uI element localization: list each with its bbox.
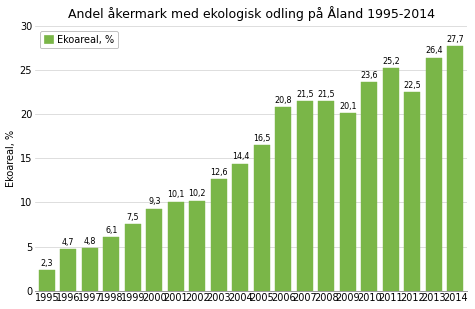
Bar <box>447 46 464 291</box>
Text: 26,4: 26,4 <box>425 46 443 55</box>
Bar <box>39 270 55 291</box>
Bar <box>146 209 162 291</box>
Bar <box>211 180 227 291</box>
Legend: Ekoareal, %: Ekoareal, % <box>40 31 118 49</box>
Bar <box>232 163 248 291</box>
Text: 4,8: 4,8 <box>84 237 96 246</box>
Text: 4,7: 4,7 <box>62 238 75 247</box>
Text: 21,5: 21,5 <box>318 90 335 99</box>
Text: 14,4: 14,4 <box>232 152 249 161</box>
Bar <box>168 201 184 291</box>
Text: 7,5: 7,5 <box>126 213 139 222</box>
Text: 10,2: 10,2 <box>189 189 206 198</box>
Text: 20,8: 20,8 <box>275 96 292 105</box>
Text: 25,2: 25,2 <box>382 57 400 66</box>
Bar <box>276 107 292 291</box>
Bar <box>318 101 334 291</box>
Text: 27,7: 27,7 <box>446 35 464 44</box>
Bar <box>404 92 420 291</box>
Y-axis label: Ekoareal, %: Ekoareal, % <box>6 130 16 187</box>
Text: 22,5: 22,5 <box>403 81 421 90</box>
Bar <box>125 224 141 291</box>
Text: 20,1: 20,1 <box>339 102 357 111</box>
Bar <box>361 83 378 291</box>
Text: 16,5: 16,5 <box>253 134 271 143</box>
Bar <box>189 201 205 291</box>
Text: 2,3: 2,3 <box>40 259 53 268</box>
Title: Andel åkermark med ekologisk odling på Åland 1995-2014: Andel åkermark med ekologisk odling på Å… <box>67 6 435 20</box>
Bar <box>103 237 119 291</box>
Text: 23,6: 23,6 <box>361 71 378 80</box>
Bar <box>60 249 76 291</box>
Bar <box>254 145 270 291</box>
Text: 6,1: 6,1 <box>105 226 117 235</box>
Text: 10,1: 10,1 <box>167 190 184 199</box>
Bar <box>82 248 98 291</box>
Bar <box>426 58 442 291</box>
Text: 12,6: 12,6 <box>210 168 228 177</box>
Text: 21,5: 21,5 <box>296 90 314 99</box>
Bar <box>340 113 356 291</box>
Bar <box>383 68 399 291</box>
Bar <box>297 101 313 291</box>
Text: 9,3: 9,3 <box>148 197 161 206</box>
